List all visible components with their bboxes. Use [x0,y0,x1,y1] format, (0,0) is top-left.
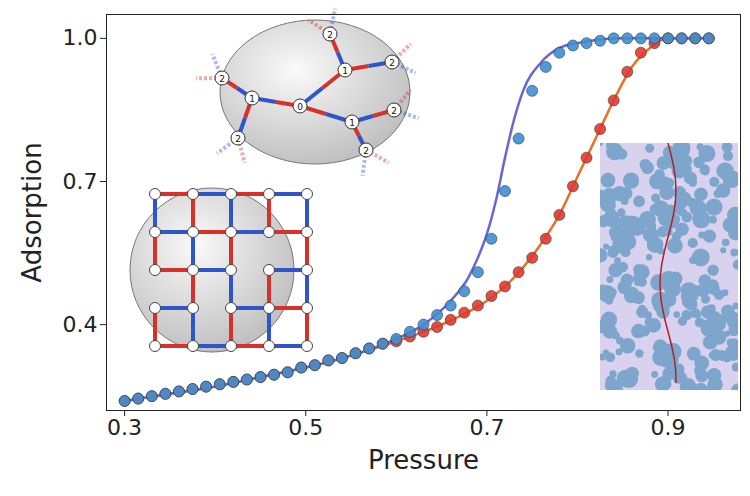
svg-text:1: 1 [342,66,348,76]
svg-text:Pressure: Pressure [368,445,479,475]
svg-text:0.7: 0.7 [63,169,98,194]
svg-text:0.5: 0.5 [288,415,323,440]
svg-text:0: 0 [297,102,303,112]
svg-text:Adsorption: Adsorption [17,142,47,282]
svg-text:1: 1 [249,94,255,104]
svg-text:2: 2 [219,74,225,84]
svg-text:2: 2 [327,30,333,40]
svg-text:2: 2 [389,58,395,68]
svg-text:0.9: 0.9 [651,415,686,440]
svg-text:2: 2 [235,134,241,144]
svg-text:0.3: 0.3 [107,415,142,440]
svg-text:1.0: 1.0 [63,25,98,50]
svg-text:0.7: 0.7 [469,415,504,440]
svg-text:2: 2 [391,106,397,116]
svg-text:0.4: 0.4 [63,312,98,337]
svg-text:1: 1 [349,118,355,128]
svg-text:2: 2 [363,146,369,156]
